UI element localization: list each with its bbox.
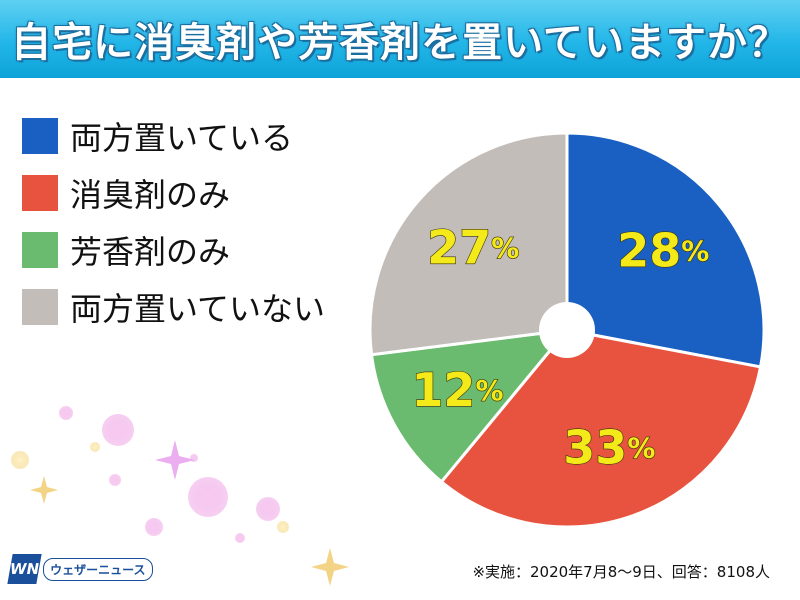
legend-item-fragrance-only: 芳香剤のみ [22, 232, 325, 271]
footnote: ※実施：2020年7月8〜9日、回答：8108人 [472, 563, 770, 581]
pie-slice-fragrance-only [370, 328, 569, 484]
legend-swatch-both [22, 118, 58, 154]
legend-label-neither: 両方置いていない [70, 290, 326, 328]
data-label-neither: 27% [427, 220, 519, 274]
legend-swatch-neither [22, 289, 58, 325]
weathernews-logo: WN ウェザーニュース [7, 552, 153, 586]
legend-item-neither: 両方置いていない [22, 289, 325, 328]
pie-slice-both [565, 131, 766, 369]
title-bar: 自宅に消臭剤や芳香剤を置いていますか？ [0, 0, 800, 78]
legend-label-fragrance-only: 芳香剤のみ [70, 233, 231, 271]
bokeh-dot [11, 451, 29, 469]
legend-label-deodorant-only: 消臭剤のみ [70, 176, 231, 214]
bokeh-dot [145, 518, 163, 536]
page-title: 自宅に消臭剤や芳香剤を置いていますか？ [11, 20, 789, 66]
logo-text: ウェザーニュース [43, 557, 153, 581]
data-label-both: 28% [617, 223, 709, 277]
bokeh-dot [277, 521, 289, 533]
pie-center-hole [539, 302, 595, 358]
bokeh-dot [102, 414, 134, 446]
legend-swatch-fragrance-only [22, 232, 58, 268]
logo-mark: WN [7, 554, 42, 584]
legend-item-both: 両方置いている [22, 118, 325, 157]
sparkle-star [311, 548, 349, 586]
bokeh-dot [90, 442, 100, 452]
bokeh-dot [109, 474, 121, 486]
sparkle-star [155, 440, 195, 480]
data-label-fragrance-only: 12% [411, 363, 503, 417]
pie-slice-deodorant-only [439, 328, 763, 529]
bokeh-dot [256, 497, 280, 521]
bokeh-dot [235, 533, 245, 543]
sparkle-star [30, 476, 58, 504]
pie-slice-neither [368, 131, 569, 357]
legend-swatch-deodorant-only [22, 175, 58, 211]
legend: 両方置いている 消臭剤のみ 芳香剤のみ 両方置いていない [22, 118, 325, 346]
legend-item-deodorant-only: 消臭剤のみ [22, 175, 325, 214]
bokeh-dot [188, 477, 228, 517]
legend-label-both: 両方置いている [70, 119, 294, 157]
bokeh-dot [59, 406, 73, 420]
data-label-deodorant-only: 33% [563, 421, 655, 475]
